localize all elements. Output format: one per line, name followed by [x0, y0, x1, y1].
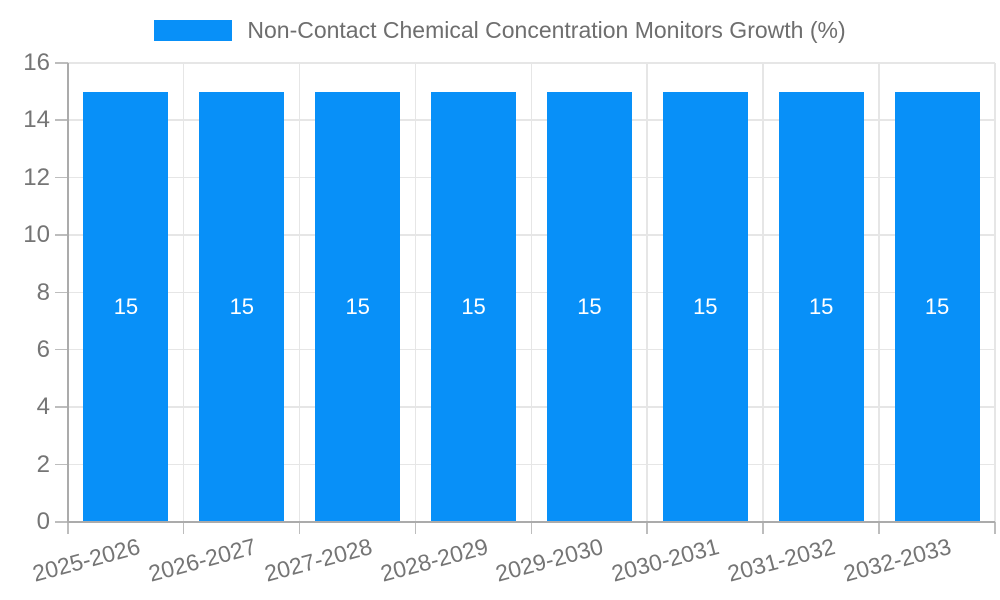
x-axis-tick: [67, 522, 69, 534]
x-axis-label: 2025-2026: [29, 533, 143, 587]
x-axis-label: 2026-2027: [145, 533, 259, 587]
x-gridline: [646, 63, 648, 522]
x-axis-label: 2032-2033: [840, 533, 954, 587]
y-axis-label: 8: [36, 278, 50, 306]
x-axis-tick: [994, 522, 996, 534]
x-axis-tick: [298, 522, 301, 534]
legend-swatch[interactable]: [154, 19, 233, 41]
x-axis-tick: [414, 522, 417, 534]
bar-value-label: 15: [808, 293, 834, 319]
x-gridline: [414, 63, 417, 522]
y-axis-label: 12: [23, 163, 50, 191]
y-axis-tick: [55, 176, 68, 179]
bar[interactable]: [315, 91, 401, 521]
bar-value-label: 15: [693, 293, 718, 319]
y-axis-label: 14: [23, 106, 50, 134]
y-axis-tick: [55, 291, 68, 294]
y-axis-label: 16: [23, 49, 50, 76]
bar-value-label: 15: [924, 293, 950, 319]
x-gridline: [878, 63, 880, 522]
x-axis-label: 2029-2030: [493, 533, 607, 587]
y-axis-label: 6: [36, 335, 50, 363]
bar[interactable]: [546, 91, 632, 521]
bar[interactable]: [431, 91, 517, 521]
y-axis-tick: [55, 406, 68, 408]
x-gridline: [994, 63, 996, 522]
bar-value-label: 15: [345, 293, 370, 319]
y-gridline: [68, 62, 995, 64]
bar[interactable]: [894, 91, 980, 521]
bar-value-label: 15: [577, 293, 602, 319]
x-gridline: [762, 63, 764, 522]
x-axis-tick: [878, 522, 880, 534]
legend: Non-Contact Chemical Concentration Monit…: [0, 16, 1000, 44]
x-axis-label: 2031-2032: [724, 533, 838, 587]
y-axis-tick: [55, 62, 68, 64]
y-axis-tick: [55, 234, 68, 236]
bar-value-label: 15: [113, 293, 139, 319]
bar-value-label: 15: [229, 293, 255, 319]
y-axis-tick: [55, 521, 68, 523]
x-axis-label: 2027-2028: [261, 533, 375, 587]
y-axis-label: 10: [23, 221, 50, 249]
y-axis-line: [67, 63, 69, 523]
bar[interactable]: [778, 91, 864, 521]
y-axis-label: 4: [36, 393, 50, 421]
x-axis-tick: [530, 522, 533, 534]
x-axis-tick: [646, 522, 648, 534]
y-axis-label: 2: [36, 450, 50, 478]
y-axis-tick: [55, 348, 68, 351]
x-gridline: [298, 63, 301, 522]
x-axis-line: [67, 521, 995, 523]
x-axis-label: 2030-2031: [609, 533, 723, 587]
x-gridline: [182, 63, 185, 522]
y-axis-tick: [55, 119, 68, 121]
bar[interactable]: [662, 91, 748, 521]
x-axis-label: 2028-2029: [377, 533, 491, 587]
x-axis-tick: [182, 522, 185, 534]
bar-value-label: 15: [461, 293, 486, 319]
bar[interactable]: [199, 91, 285, 521]
x-gridline: [530, 63, 533, 522]
x-axis-tick: [762, 522, 764, 534]
legend-label[interactable]: Non-Contact Chemical Concentration Monit…: [247, 17, 846, 43]
y-axis-tick: [55, 463, 68, 466]
bar[interactable]: [83, 91, 169, 521]
y-axis-label: 0: [36, 508, 50, 535]
